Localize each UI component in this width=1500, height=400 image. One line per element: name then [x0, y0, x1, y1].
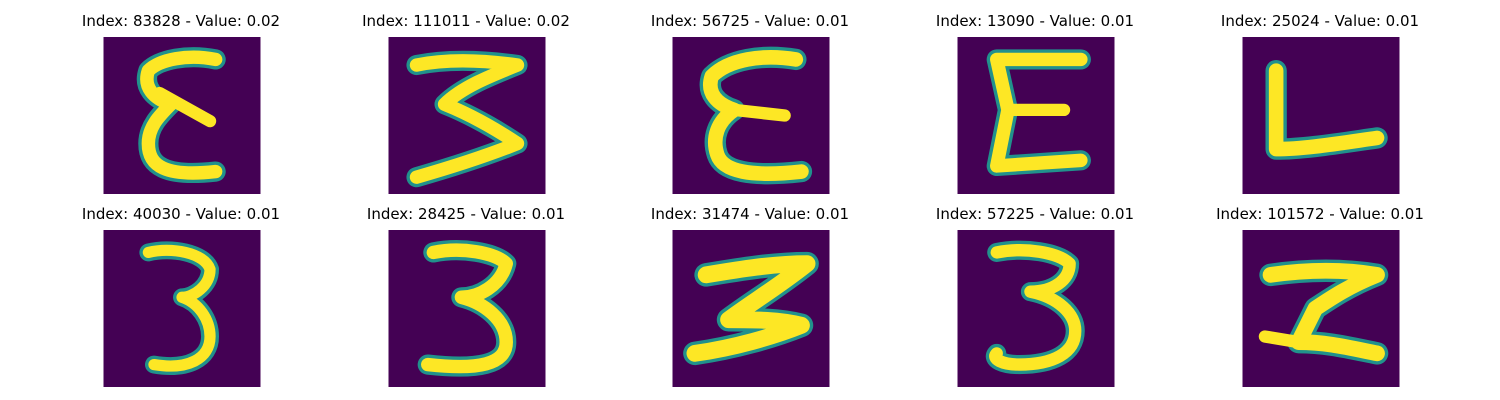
panel-title: Index: 101572 - Value: 0.01	[1216, 205, 1424, 223]
panel-title: Index: 28425 - Value: 0.01	[366, 205, 566, 223]
digit-image	[103, 230, 261, 387]
panel-title: Index: 25024 - Value: 0.01	[1220, 12, 1420, 30]
panel-title: Index: 57225 - Value: 0.01	[935, 205, 1135, 223]
panel-9: Index: 57225 - Value: 0.01	[895, 205, 1175, 387]
digit-image	[957, 230, 1115, 387]
panel-10: Index: 101572 - Value: 0.01	[1180, 205, 1460, 387]
panel-8: Index: 31474 - Value: 0.01	[610, 205, 890, 387]
panel-1: Index: 83828 - Value: 0.02	[41, 12, 321, 194]
panel-2: Index: 111011 - Value: 0.02	[326, 12, 606, 194]
panel-3: Index: 56725 - Value: 0.01	[610, 12, 890, 194]
panel-title: Index: 83828 - Value: 0.02	[81, 12, 281, 30]
digit-image	[672, 230, 830, 387]
digit-image	[672, 37, 830, 194]
digit-image	[388, 230, 546, 387]
panel-title: Index: 56725 - Value: 0.01	[650, 12, 850, 30]
panel-5: Index: 25024 - Value: 0.01	[1180, 12, 1460, 194]
digit-image	[388, 37, 546, 194]
panel-7: Index: 28425 - Value: 0.01	[326, 205, 606, 387]
digit-image	[957, 37, 1115, 194]
panel-title: Index: 111011 - Value: 0.02	[362, 12, 570, 30]
panel-6: Index: 40030 - Value: 0.01	[41, 205, 321, 387]
panel-title: Index: 31474 - Value: 0.01	[650, 205, 850, 223]
panel-title: Index: 40030 - Value: 0.01	[81, 205, 281, 223]
digit-image	[103, 37, 261, 194]
digit-image	[1242, 37, 1400, 194]
panel-4: Index: 13090 - Value: 0.01	[895, 12, 1175, 194]
digit-image	[1242, 230, 1400, 387]
panel-title: Index: 13090 - Value: 0.01	[935, 12, 1135, 30]
